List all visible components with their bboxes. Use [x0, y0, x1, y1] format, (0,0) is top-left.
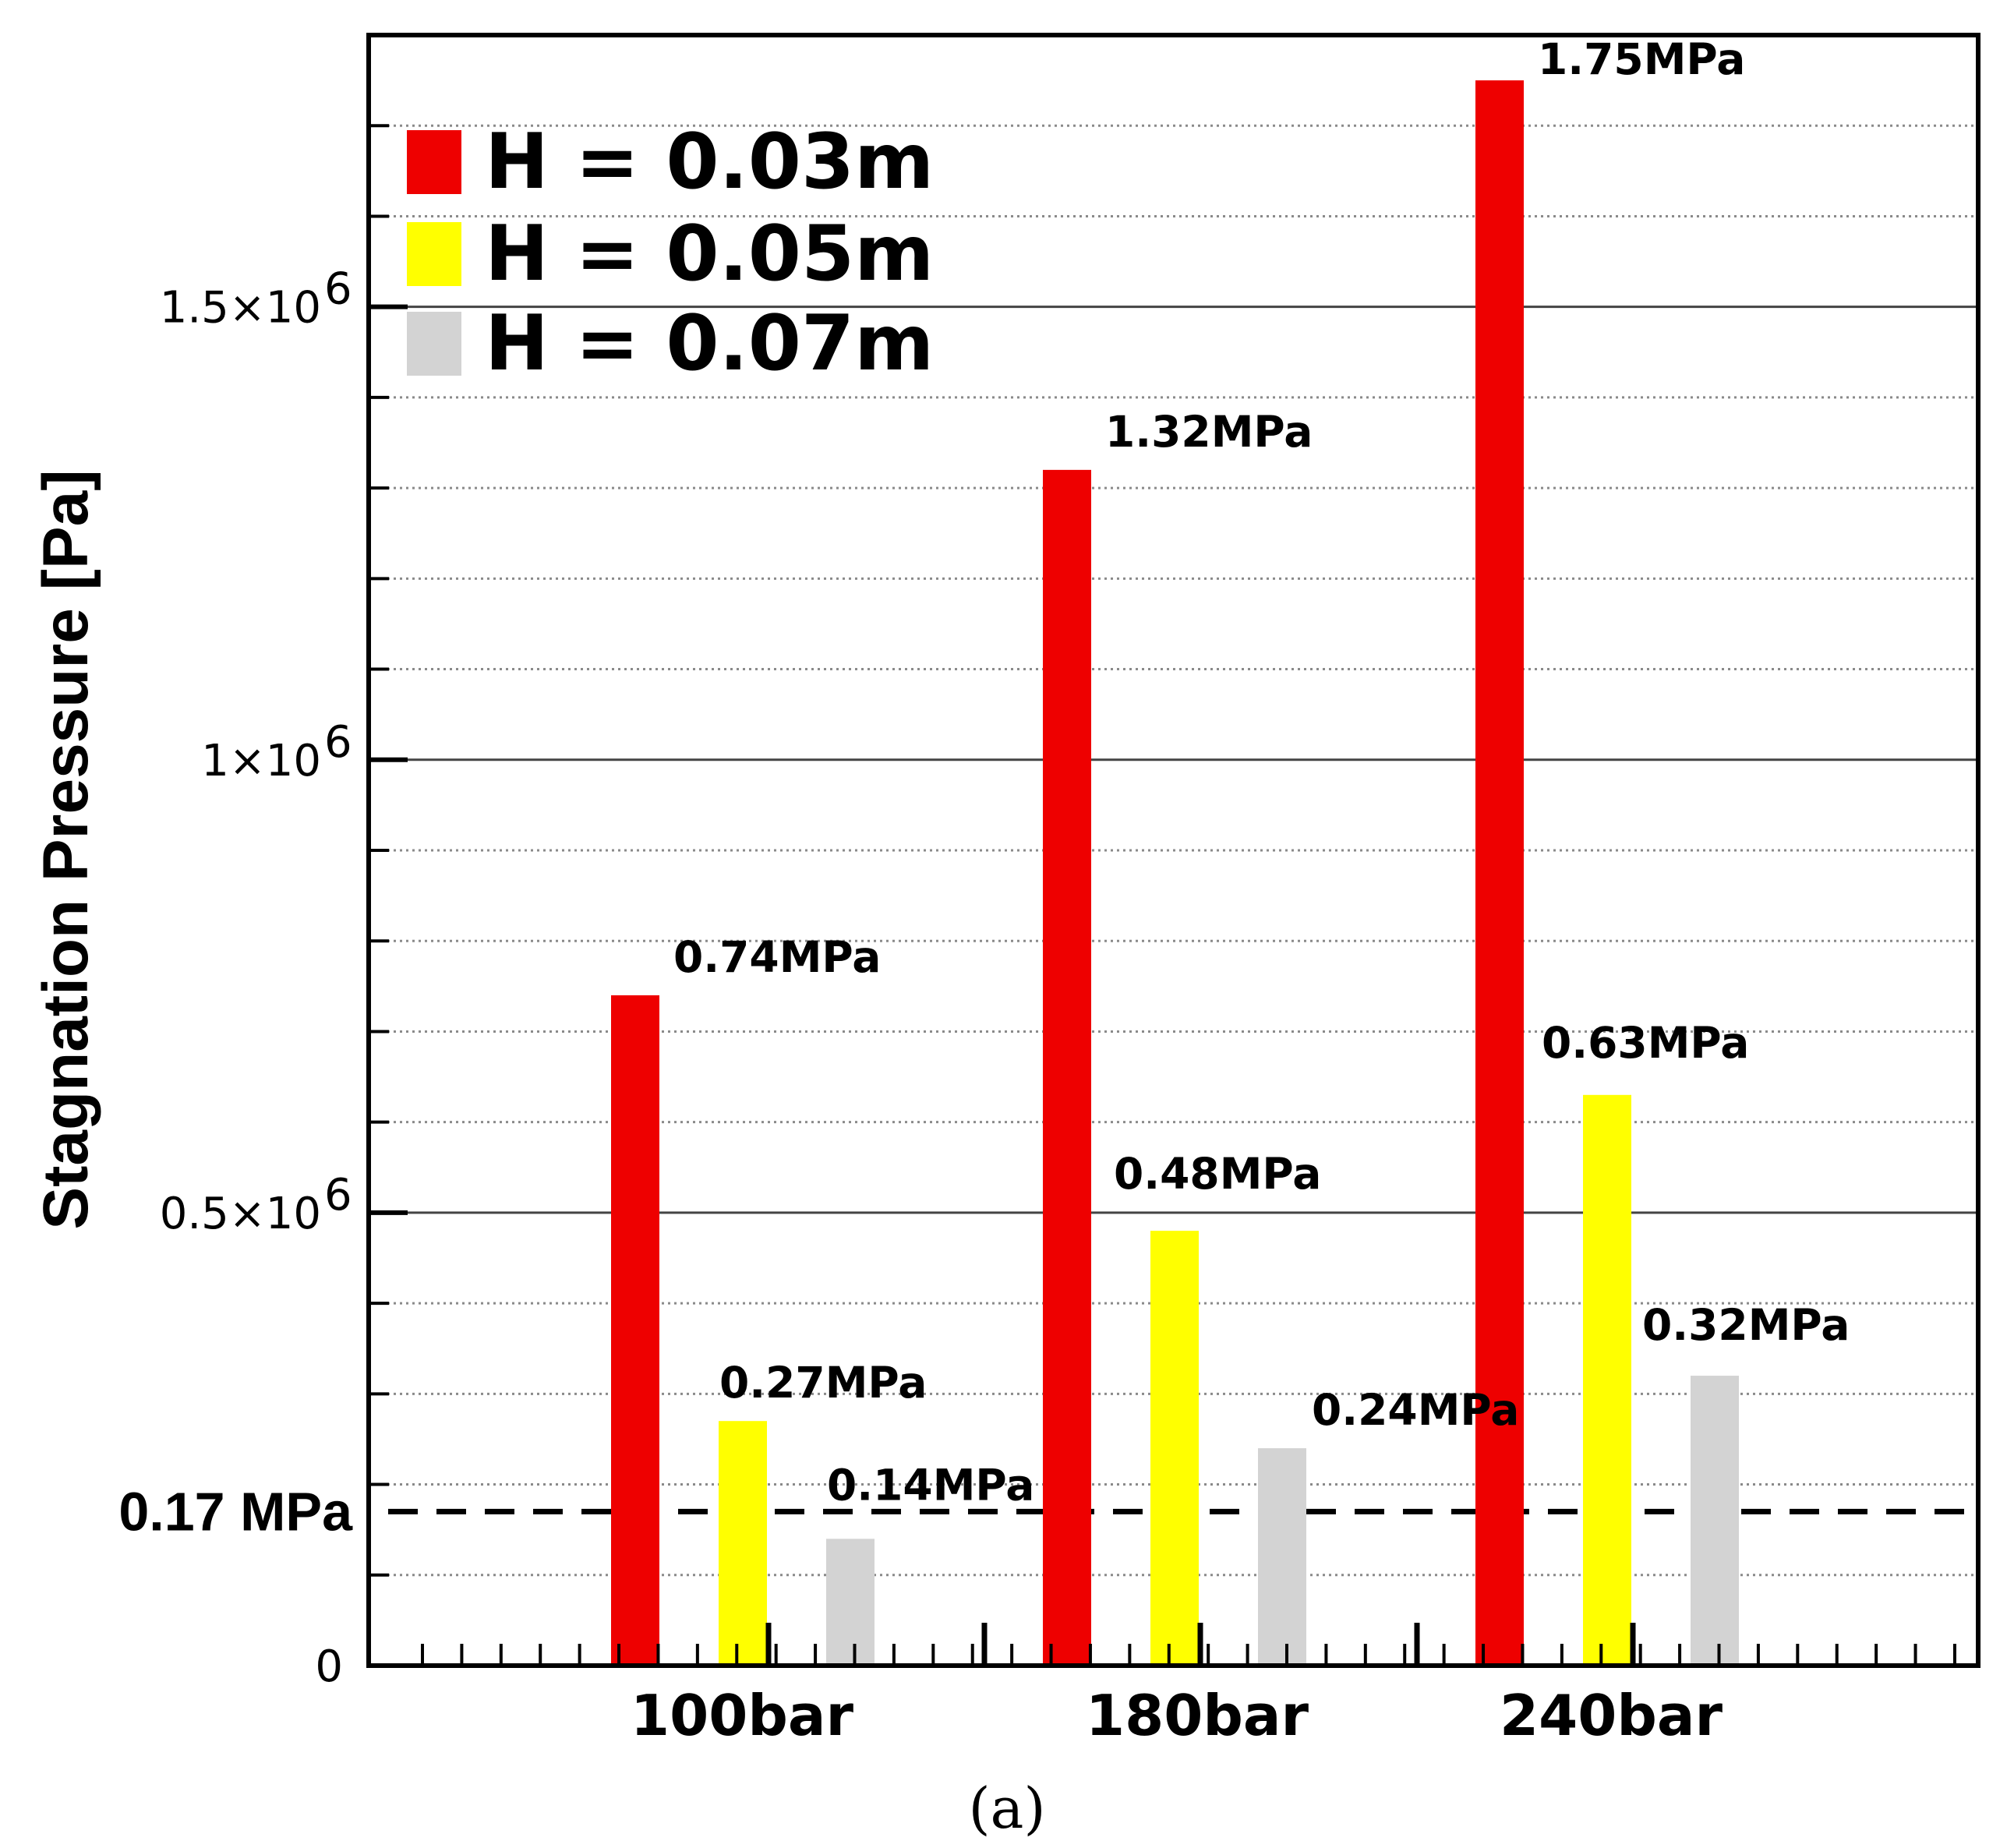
legend-swatch: [407, 130, 461, 194]
y-tick-exponent: 6: [324, 1170, 352, 1221]
bar: [1150, 1231, 1199, 1666]
bar: [1583, 1094, 1631, 1666]
bar: [1691, 1376, 1739, 1666]
legend-label: H = 0.03m: [485, 118, 934, 207]
y-tick-exponent: 6: [324, 717, 352, 768]
data-label: 0.24MPa: [1312, 1385, 1519, 1435]
bar: [719, 1421, 767, 1666]
data-label: 0.63MPa: [1542, 1018, 1749, 1068]
y-tick-label: 0.5×10: [160, 1189, 321, 1239]
data-label: 0.14MPa: [827, 1460, 1034, 1510]
legend-swatch: [407, 222, 461, 286]
data-label: 1.75MPa: [1538, 34, 1745, 84]
bar: [611, 995, 659, 1666]
data-label: 0.74MPa: [673, 932, 881, 982]
legend-swatch: [407, 312, 461, 376]
data-labels: 0.74MPa 1.32MPa 1.75MPa 0.27MPa 0.48MPa 0.63M…: [673, 34, 1850, 1510]
x-category-label: 100bar: [631, 1683, 853, 1748]
x-category-label: 180bar: [1086, 1683, 1309, 1748]
x-category-labels: 100bar 180bar 240bar: [631, 1683, 1723, 1748]
y-axis-label: Stagnation Pressure [Pa]: [30, 469, 101, 1229]
data-label: 1.32MPa: [1105, 407, 1313, 457]
x-category-label: 240bar: [1500, 1683, 1723, 1748]
bar: [1475, 80, 1524, 1666]
axes: [366, 33, 1980, 1668]
bar: [826, 1539, 875, 1666]
y-tick-exponent: 6: [324, 264, 352, 315]
legend-label: H = 0.05m: [485, 210, 934, 299]
reference-line-label: 0.17 MPa: [118, 1481, 353, 1542]
data-label: 0.32MPa: [1642, 1300, 1850, 1350]
legend-label: H = 0.07m: [485, 299, 934, 388]
y-tick-label: 0: [315, 1641, 343, 1692]
bars: [611, 80, 1739, 1666]
y-tick-labels: 00.5×10 61×10 61.5×10 6: [160, 264, 352, 1692]
data-label: 0.48MPa: [1114, 1149, 1321, 1199]
data-label: 0.27MPa: [719, 1358, 927, 1408]
figure-caption: (a): [968, 1776, 1045, 1841]
y-tick-label: 1.5×10: [160, 283, 321, 334]
bar: [1258, 1448, 1306, 1666]
y-tick-label: 1×10: [201, 736, 321, 786]
bar: [1043, 469, 1091, 1666]
